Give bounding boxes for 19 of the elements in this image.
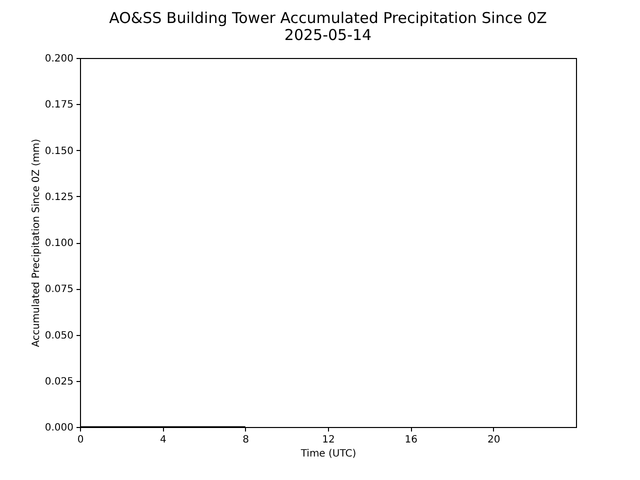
y-tick-label: 0.050 bbox=[44, 330, 74, 342]
y-tick-label: 0.025 bbox=[44, 376, 74, 388]
x-tick-label: 4 bbox=[160, 434, 166, 446]
chart-subtitle: 2025-05-14 bbox=[284, 26, 372, 44]
x-tick-label: 12 bbox=[322, 434, 335, 446]
y-axis-title: Accumulated Precipitation Since 0Z (mm) bbox=[30, 138, 42, 348]
x-axis-title: Time (UTC) bbox=[300, 448, 356, 460]
y-tick-label: 0.200 bbox=[44, 54, 74, 64]
chart-title: AO&SS Building Tower Accumulated Precipitation Since 0Z bbox=[109, 9, 547, 27]
y-tick-label: 0.100 bbox=[44, 238, 74, 249]
x-tick-label: 8 bbox=[242, 434, 250, 446]
y-tick-label: 0.175 bbox=[44, 100, 74, 111]
x-tick-label: 20 bbox=[487, 434, 500, 446]
y-tick-label: 0.150 bbox=[44, 146, 74, 157]
x-tick-label: 0 bbox=[77, 434, 84, 446]
y-tick-label: 0.075 bbox=[44, 284, 74, 296]
y-tick-label: 0.000 bbox=[44, 422, 74, 434]
y-tick-label: 0.125 bbox=[44, 192, 74, 203]
x-tick-label: 16 bbox=[404, 434, 418, 446]
